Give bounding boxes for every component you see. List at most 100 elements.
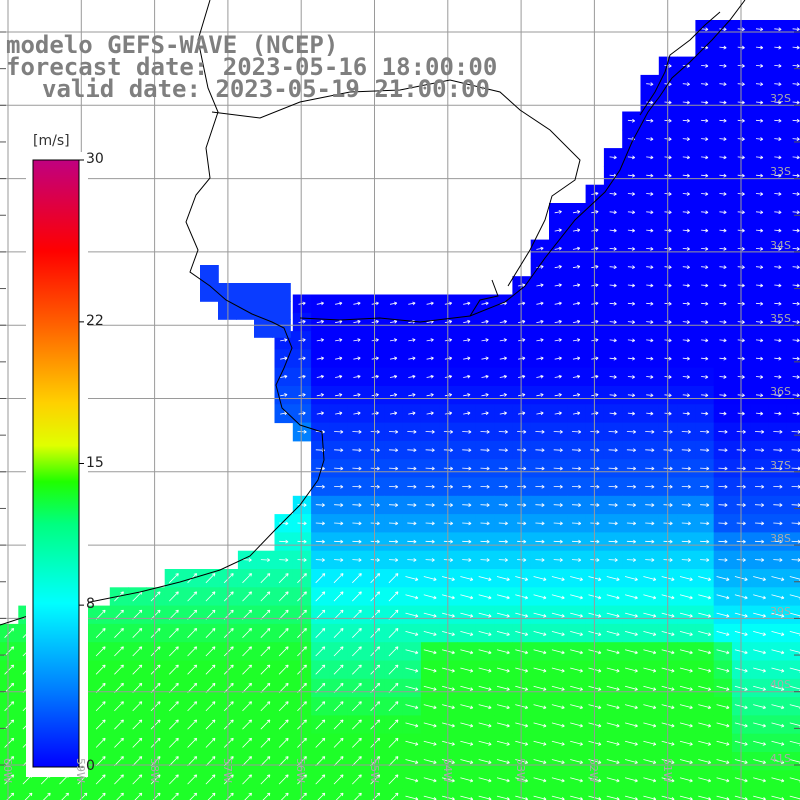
wind-arrow [225,792,234,800]
wind-arrow [606,649,620,655]
wind-arrow [792,320,800,324]
wind-arrow [536,393,544,397]
lon-label: 53W [514,758,528,783]
wind-arrow [792,137,800,141]
wind-arrow [4,737,15,748]
wind-arrow [682,173,690,178]
wind-arrow [753,667,766,673]
wind-arrow [624,777,638,783]
wind-arrow [551,685,565,691]
wind-arrow [755,301,764,306]
wind-cell [146,788,166,800]
wind-arrow [498,448,508,453]
wind-arrow [423,612,437,618]
wind-arrow [353,411,361,416]
wind-cell [786,404,800,424]
wind-arrow [499,338,507,342]
wind-arrow [443,539,454,544]
wind-arrow [299,792,307,800]
wind-arrow [701,246,709,251]
wind-arrow [169,609,179,620]
colorbar [26,152,88,777]
wind-arrow [792,265,800,270]
wind-arrow [792,301,800,306]
wind-arrow [317,792,326,800]
wind-arrow [719,356,727,361]
wind-arrow [792,45,800,50]
wind-arrow [771,594,785,600]
wind-arrow [426,301,434,306]
wind-arrow [425,503,435,507]
wind-arrow [679,612,693,618]
wind-cell [272,319,291,338]
wind-cell [786,276,800,295]
wind-arrow [169,682,179,693]
wind-arrow [444,301,453,306]
wind-arrow [426,411,434,416]
wind-arrow [316,301,324,306]
wind-cell [54,788,74,800]
wind-arrow [643,722,657,728]
wind-arrow [571,484,582,489]
wind-arrow [408,393,416,397]
wind-arrow [792,375,800,379]
title-model: modelo GEFS-WAVE (NCEP) [6,31,339,59]
wind-arrow [679,704,693,710]
wind-arrow [719,100,727,105]
wind-arrow [132,756,143,767]
wind-arrow [372,792,381,800]
wind-arrow [535,448,545,453]
wind-arrow [297,609,307,620]
wind-arrow [371,356,379,361]
wind-arrow [444,356,453,361]
wind-arrow [298,356,306,361]
wind-arrow [352,719,362,730]
wind-arrow [441,685,455,691]
wind-arrow [187,682,198,693]
wind-arrow [334,484,344,489]
wind-arrow [718,448,728,453]
wind-arrow [333,719,344,730]
wind-cell [786,166,800,186]
wind-arrow [570,777,583,783]
wind-arrow [278,719,289,730]
wind-arrow [187,719,198,730]
wind-arrow [443,466,454,471]
wind-cell [786,20,800,39]
wind-arrow [114,719,124,730]
wind-arrow [152,792,161,800]
wind-arrow [333,628,344,638]
wind-arrow [388,503,399,507]
wind-arrow [423,631,437,636]
wind-arrow [407,503,417,507]
wind-arrow [242,628,252,638]
wind-arrow [571,539,582,544]
wind-arrow [297,774,307,785]
wind-arrow [242,682,252,693]
wind-arrow [608,558,618,562]
wind-arrow [408,374,416,379]
wind-arrow [354,792,362,800]
wind-arrow [774,63,782,68]
wind-arrow [791,448,800,453]
wind-arrow [95,719,106,730]
colorbar-gradient [32,159,80,768]
wind-arrow [701,301,709,306]
coastline [0,0,746,626]
wind-arrow [460,631,474,636]
wind-arrow [624,576,638,582]
wind-arrow [496,576,510,582]
wind-arrow [608,521,618,526]
wind-arrow [389,356,398,361]
wind-arrow [643,685,657,691]
wind-arrow [441,612,455,618]
wind-arrow [423,649,437,655]
wind-arrow [426,374,434,379]
wind-arrow [297,737,307,748]
wind-arrow [352,448,362,453]
wind-arrow [701,265,709,270]
wind-arrow [335,411,343,416]
wind-arrow [609,393,617,398]
wind-arrow [609,265,617,270]
wind-arrow [388,701,399,712]
